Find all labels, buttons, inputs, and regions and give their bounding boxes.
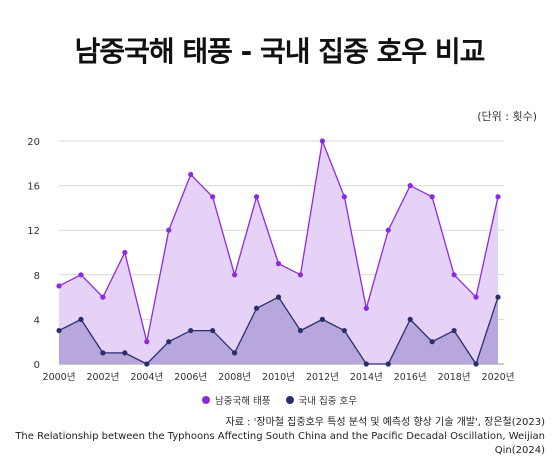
point-series-0-2005 (166, 227, 172, 233)
point-series-1-2007 (210, 327, 216, 334)
series-areas (59, 141, 498, 364)
x-tick-label-2004: 2004년 (130, 372, 163, 383)
point-series-1-2013 (341, 327, 347, 334)
legend-swatch-typhoon (202, 396, 210, 404)
x-tick-label-2012: 2012년 (306, 372, 339, 383)
point-series-0-2020 (495, 194, 501, 200)
x-tick-label-2010: 2010년 (262, 372, 295, 383)
point-series-0-2004 (144, 339, 150, 345)
point-series-1-2015 (385, 361, 391, 367)
series-points (56, 138, 501, 367)
point-series-0-2019 (473, 294, 479, 300)
point-series-1-2010 (275, 294, 282, 300)
point-series-0-2017 (429, 194, 435, 200)
y-tick-label-16: 16 (27, 182, 40, 193)
point-series-0-2010 (275, 261, 282, 267)
y-tick-label-8: 8 (34, 271, 40, 282)
point-series-0-2011 (297, 272, 304, 278)
point-series-1-2000 (56, 327, 62, 334)
x-tick-label-2006: 2006년 (174, 372, 207, 383)
area-series-0 (59, 141, 498, 364)
point-series-1-2017 (429, 339, 435, 345)
x-tick-label-2008: 2008년 (218, 372, 251, 383)
point-series-1-2018 (451, 327, 457, 334)
point-series-0-2008 (232, 272, 238, 278)
legend-label-rain: 국내 집중 호우 (298, 396, 357, 407)
point-series-0-2007 (210, 194, 216, 200)
x-tick-label-2014: 2014년 (350, 372, 383, 383)
source-line-1: 자료 : '장마철 집중호우 특성 분석 및 예측성 향상 기술 개발', 장은… (225, 417, 545, 428)
x-tick-label-2016: 2016년 (394, 372, 427, 383)
point-series-0-2000 (56, 283, 62, 289)
point-series-0-2006 (188, 171, 194, 178)
point-series-0-2001 (78, 272, 84, 278)
point-series-1-2008 (232, 350, 238, 356)
source-line-2: The Relationship between the Typhoons Af… (15, 431, 545, 456)
point-series-0-2003 (122, 249, 128, 256)
unit-label: (단위 : 횟수) (477, 110, 537, 123)
axes: 0 4 8 12 16 20 2000년 2002년 2004년 2006년 2008년 2010년 2… (27, 137, 514, 383)
point-series-1-2005 (166, 339, 172, 345)
point-series-0-2002 (100, 294, 106, 300)
point-series-1-2003 (122, 350, 128, 356)
point-series-1-2019 (473, 361, 479, 367)
area-series-1 (59, 297, 498, 364)
x-tick-label-2018: 2018년 (438, 372, 471, 383)
point-series-1-2004 (144, 361, 150, 367)
x-tick-label-2020: 2020년 (482, 372, 515, 383)
chart-title: 남중국해 태풍 - 국내 집중 호우 비교 (74, 35, 486, 68)
point-series-1-2011 (297, 327, 304, 334)
x-tick-label-2000: 2000년 (43, 372, 76, 383)
y-tick-label-12: 12 (27, 226, 40, 237)
point-series-1-2006 (188, 327, 194, 334)
legend-swatch-rain (285, 396, 294, 404)
point-series-1-2020 (495, 294, 501, 300)
point-series-0-2014 (363, 305, 369, 311)
legend-item-rain: 국내 집중 호우 (285, 393, 357, 407)
y-tick-label-4: 4 (34, 315, 40, 326)
point-series-0-2009 (253, 194, 260, 200)
point-series-1-2016 (407, 316, 413, 322)
point-series-0-2016 (407, 183, 413, 189)
point-series-0-2013 (341, 194, 347, 200)
x-tick-label-2002: 2002년 (86, 372, 119, 383)
point-series-1-2014 (363, 361, 369, 367)
point-series-0-2012 (319, 138, 325, 144)
source-note: 자료 : '장마철 집중호우 특성 분석 및 예측성 향상 기술 개발', 장은… (0, 416, 545, 458)
point-series-1-2009 (253, 305, 260, 311)
point-series-0-2015 (385, 227, 391, 233)
y-tick-label-0: 0 (34, 360, 40, 371)
legend: 남중국해 태풍 국내 집중 호우 (0, 393, 559, 407)
legend-item-typhoon: 남중국해 태풍 (202, 393, 270, 407)
point-series-1-2012 (319, 316, 325, 322)
legend-label-typhoon: 남중국해 태풍 (215, 396, 271, 407)
point-series-1-2002 (100, 350, 106, 356)
point-series-1-2001 (78, 316, 84, 322)
y-tick-label-20: 20 (27, 137, 40, 148)
point-series-0-2018 (451, 272, 457, 278)
